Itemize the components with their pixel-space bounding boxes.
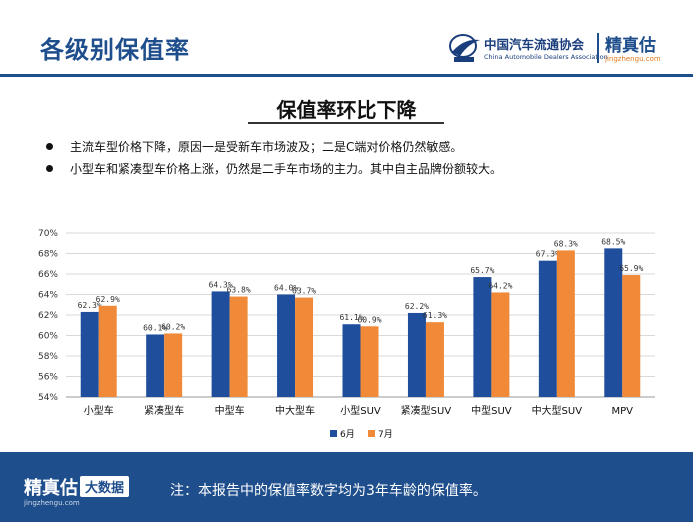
bar-7月: [229, 296, 248, 397]
data-label: 67.3%: [536, 250, 560, 259]
brand-name: 精真估: [605, 36, 656, 56]
top-bar: [0, 0, 693, 8]
bar-7月: [164, 333, 183, 397]
bar-7月: [295, 297, 314, 397]
bar-7月: [360, 326, 379, 397]
x-tick-label: 中型SUV: [471, 404, 512, 417]
jzg-logo: 精真估 jingzhengu.com: [605, 31, 661, 63]
legend-label: 7月: [378, 429, 393, 440]
data-label: 62.9%: [96, 295, 120, 304]
legend-label: 6月: [340, 429, 355, 440]
x-tick-label: 中型车: [215, 404, 245, 417]
x-tick-label: 小型SUV: [340, 404, 381, 417]
data-label: 62.3%: [78, 301, 102, 310]
legend-swatch: [330, 430, 337, 437]
bar-7月: [491, 292, 510, 397]
x-tick-label: MPV: [612, 406, 634, 417]
legend-swatch: [368, 430, 375, 437]
brand-url: jingzhengu.com: [605, 55, 661, 63]
y-tick-label: 54%: [38, 393, 58, 403]
x-tick-label: 中大型SUV: [532, 404, 583, 417]
header-divider: [0, 74, 693, 77]
data-label: 60.9%: [357, 315, 381, 324]
subtitle-underline: [248, 122, 444, 124]
y-tick-label: 58%: [38, 352, 58, 362]
y-tick-label: 70%: [38, 229, 58, 239]
bullet-item: 小型车和紧凑型车价格上涨，仍然是二手车市场的主力。其中自主品牌份额较大。: [44, 160, 684, 178]
bar-6月: [211, 291, 230, 397]
bar-6月: [604, 248, 623, 397]
cada-emblem-icon: [449, 34, 480, 62]
bullet-dot-icon: [46, 143, 53, 150]
y-tick-label: 56%: [38, 373, 58, 383]
y-tick-label: 60%: [38, 332, 58, 342]
data-label: 68.5%: [601, 237, 625, 246]
x-tick-label: 中大型车: [275, 404, 315, 417]
cada-logo: 中国汽车流通协会 China Automobile Dealers Associ…: [448, 32, 608, 68]
footer: 精真估 jingzhengu.com 大数据 注：本报告中的保值率数字均为3年车…: [0, 452, 693, 522]
page-title: 各级别保值率: [40, 36, 190, 64]
bar-7月: [556, 250, 575, 397]
bar-6月: [473, 277, 492, 397]
bullet-item: 主流车型价格下降，原因一是受新车市场波及；二是C端对价格仍然敏感。: [44, 138, 684, 156]
big-data-badge: 大数据: [80, 476, 130, 497]
bar-7月: [622, 275, 641, 397]
slide-subtitle: 保值率环比下降: [276, 98, 417, 122]
y-tick-label: 66%: [38, 270, 58, 280]
data-label: 62.2%: [405, 302, 429, 311]
data-label: 60.2%: [161, 322, 185, 331]
x-tick-label: 紧凑型SUV: [401, 404, 452, 417]
y-tick-label: 68%: [38, 250, 58, 260]
data-label: 60.1%: [143, 323, 167, 332]
bullet-list: 主流车型价格下降，原因一是受新车市场波及；二是C端对价格仍然敏感。 小型车和紧凑…: [44, 138, 684, 182]
bar-chart: 54% 56% 58% 60% 62% 64% 66% 68% 70% 62.3%62.9% 小型车…: [38, 229, 655, 440]
footer-brand-url: jingzhengu.com: [24, 499, 80, 507]
bar-6月: [538, 260, 557, 397]
data-label: 63.7%: [292, 287, 316, 296]
org-name: 中国汽车流通协会: [484, 37, 585, 52]
bar-6月: [407, 312, 426, 397]
y-tick-label: 64%: [38, 291, 58, 301]
footer-brand: 精真估 jingzhengu.com: [24, 474, 80, 507]
data-label: 65.9%: [619, 264, 643, 273]
bullet-text: 主流车型价格下降，原因一是受新车市场波及；二是C端对价格仍然敏感。: [70, 140, 463, 154]
logo-divider: [597, 33, 599, 63]
bar-6月: [80, 311, 99, 397]
data-label: 68.3%: [554, 239, 578, 248]
x-tick-label: 小型车: [84, 404, 114, 417]
data-label: 64.2%: [488, 281, 512, 290]
footer-brand-name: 精真估: [24, 478, 78, 499]
bullet-dot-icon: [46, 165, 53, 172]
bar-6月: [342, 324, 361, 397]
data-label: 61.1%: [339, 313, 363, 322]
bar-7月: [98, 305, 117, 397]
bar-6月: [146, 334, 165, 397]
org-name-en: China Automobile Dealers Association: [484, 53, 608, 61]
data-label: 65.7%: [470, 266, 494, 275]
bar-7月: [425, 322, 444, 397]
data-label: 63.8%: [227, 286, 251, 295]
y-tick-label: 62%: [38, 311, 58, 321]
bullet-text: 小型车和紧凑型车价格上涨，仍然是二手车市场的主力。其中自主品牌份额较大。: [70, 162, 503, 176]
data-label: 64.3%: [209, 280, 233, 289]
data-label: 61.3%: [423, 311, 447, 320]
x-tick-label: 紧凑型车: [144, 404, 184, 417]
footer-note: 注：本报告中的保值率数字均为3年车龄的保值率。: [170, 483, 487, 499]
bar-6月: [277, 294, 296, 397]
data-label: 64.0%: [274, 284, 298, 293]
